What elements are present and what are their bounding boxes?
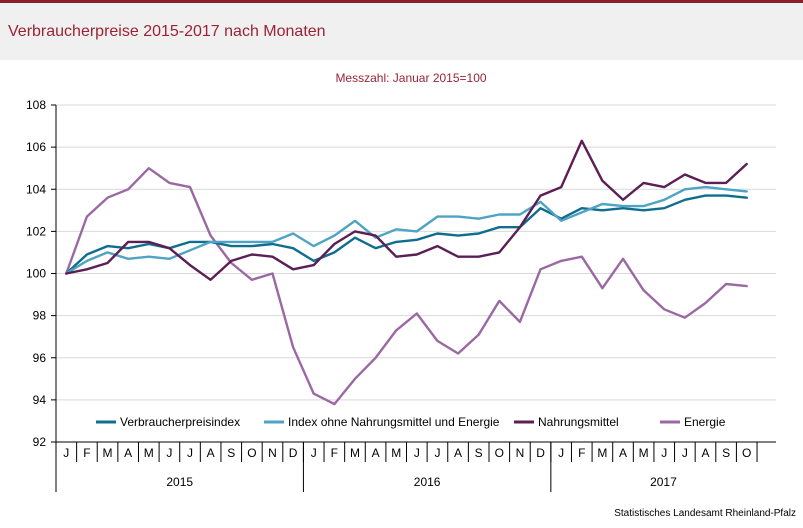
month-label: J <box>63 446 69 460</box>
series-line-4 <box>65 166 748 406</box>
legend-label: Index ohne Nahrungsmittel und Energie <box>288 415 500 429</box>
series-line-3 <box>65 139 748 282</box>
month-label: F <box>578 446 585 460</box>
y-tick-label: 104 <box>26 182 46 196</box>
header: Verbraucherpreise 2015-2017 nach Monaten <box>0 3 803 60</box>
month-label: D <box>289 446 298 460</box>
series-line-2 <box>65 185 748 275</box>
month-label: N <box>268 446 277 460</box>
month-label: F <box>331 446 338 460</box>
month-label: S <box>722 446 730 460</box>
month-label: J <box>434 446 440 460</box>
chart-container: Messzahl: Januar 2015=100 92 94 96 98 100 102… <box>0 65 803 528</box>
month-label: O <box>742 446 751 460</box>
year-label: 2016 <box>414 475 441 489</box>
divider <box>0 60 803 65</box>
month-label: A <box>619 446 627 460</box>
series-lines <box>65 139 748 406</box>
y-tick-labels: 92 94 96 98 100 102 104 106 108 <box>26 98 56 449</box>
month-label: S <box>227 446 235 460</box>
month-label: A <box>454 446 462 460</box>
month-label: M <box>639 446 649 460</box>
month-label: J <box>311 446 317 460</box>
month-label: J <box>187 446 193 460</box>
y-tick-label: 102 <box>26 224 46 238</box>
month-label: M <box>391 446 401 460</box>
month-label: A <box>372 446 380 460</box>
month-label: M <box>350 446 360 460</box>
month-label: A <box>207 446 215 460</box>
y-tick-label: 106 <box>26 140 46 154</box>
month-label: A <box>701 446 709 460</box>
chart-background <box>0 65 803 528</box>
month-label: M <box>103 446 113 460</box>
year-label: 2015 <box>166 475 193 489</box>
month-label: O <box>247 446 256 460</box>
month-label: J <box>682 446 688 460</box>
y-tick-label: 94 <box>33 393 47 407</box>
month-label: M <box>597 446 607 460</box>
y-tick-label: 92 <box>33 435 47 449</box>
month-label: J <box>558 446 564 460</box>
month-label: J <box>166 446 172 460</box>
month-label: J <box>414 446 420 460</box>
series-line-1 <box>65 194 748 275</box>
page-title: Verbraucherpreise 2015-2017 nach Monaten <box>8 23 326 40</box>
month-label: S <box>475 446 483 460</box>
legend-label: Nahrungsmittel <box>538 415 619 429</box>
source-note: Statistisches Landesamt Rheinland-Pfalz <box>614 508 796 519</box>
month-label: O <box>495 446 504 460</box>
y-tick-label: 98 <box>33 309 47 323</box>
y-tick-label: 100 <box>26 267 46 281</box>
top-accent-bar <box>0 0 803 3</box>
chart-subtitle: Messzahl: Januar 2015=100 <box>335 71 486 85</box>
line-chart: Messzahl: Januar 2015=100 92 94 96 98 100 102… <box>0 65 803 528</box>
y-tick-label: 96 <box>33 351 47 365</box>
y-tick-label: 108 <box>26 98 46 112</box>
month-label: M <box>144 446 154 460</box>
legend-label: Energie <box>684 415 726 429</box>
year-label: 2017 <box>650 475 677 489</box>
month-label: F <box>83 446 90 460</box>
month-label: D <box>536 446 545 460</box>
month-label: J <box>661 446 667 460</box>
legend-label: Verbraucherpreisindex <box>120 415 240 429</box>
month-label: A <box>124 446 132 460</box>
legend: Verbraucherpreisindex Index ohne Nahrungs… <box>96 415 726 429</box>
month-label: N <box>516 446 525 460</box>
